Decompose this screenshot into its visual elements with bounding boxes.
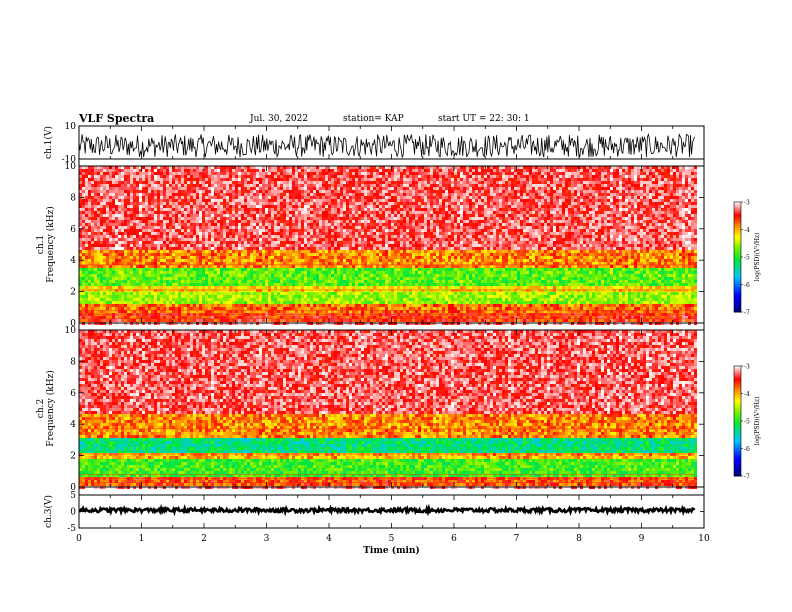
spectrogram-cells xyxy=(79,330,697,489)
y-tick-label: 10 xyxy=(65,162,77,172)
vlf-spectra-figure: VLF Spectra Jul. 30, 2022 station= KAP s… xyxy=(0,0,792,612)
y-tick-label: 8 xyxy=(70,193,76,203)
colorbar-tick-label: -7 xyxy=(744,310,750,317)
x-tick-label: 4 xyxy=(326,534,332,544)
colorbar-tick-label: -5 xyxy=(744,255,750,262)
y-tick-label: 10 xyxy=(65,122,77,132)
x-tick-label: 2 xyxy=(201,534,207,544)
y-tick-label: 8 xyxy=(70,357,76,367)
colorbar-tick-label: -6 xyxy=(744,446,750,453)
trace-line-ch1 xyxy=(79,134,695,157)
x-axis-label: Time (min) xyxy=(363,545,420,556)
y-tick-label: 6 xyxy=(70,389,76,399)
y-tick-label: 0 xyxy=(70,508,76,518)
plot-area: 10-10ch.1(V)0246810ch.1 Frequency (kHz)-3… xyxy=(0,0,792,612)
colorbar xyxy=(734,202,741,313)
y-axis-label-frequency: Frequency (kHz) xyxy=(45,206,56,283)
x-tick-label: 8 xyxy=(576,534,582,544)
colorbar-tick-label: -3 xyxy=(744,200,750,207)
x-tick-label: 0 xyxy=(76,534,82,544)
x-tick-label: 3 xyxy=(264,534,270,544)
trace-line-ch3 xyxy=(79,508,695,512)
colorbar xyxy=(734,366,741,477)
y-axis-label-channel: ch.2 xyxy=(36,399,46,418)
x-tick-label: 10 xyxy=(698,534,710,544)
y-axis-label: ch.1(V) xyxy=(43,126,54,159)
y-tick-label: 2 xyxy=(70,452,76,462)
colorbar-label: log(PSD)(V²/Hz) xyxy=(754,233,761,282)
y-tick-label: 10 xyxy=(65,326,77,336)
y-tick-label: -5 xyxy=(67,524,76,534)
colorbar-tick-label: -3 xyxy=(744,364,750,371)
colorbar-tick-label: -4 xyxy=(744,391,750,398)
x-tick-label: 9 xyxy=(639,534,645,544)
y-axis-label-frequency: Frequency (kHz) xyxy=(45,370,56,447)
x-tick-label: 7 xyxy=(514,534,520,544)
x-tick-label: 5 xyxy=(389,534,395,544)
y-tick-label: 4 xyxy=(70,256,76,266)
y-tick-label: 5 xyxy=(70,491,76,501)
colorbar-tick-label: -7 xyxy=(744,474,750,481)
y-tick-label: 4 xyxy=(70,420,76,430)
x-tick-label: 6 xyxy=(451,534,457,544)
x-tick-label: 1 xyxy=(139,534,145,544)
colorbar-label: log(PSD)(V²/Hz) xyxy=(754,397,761,446)
spectrogram-cells xyxy=(79,166,697,325)
colorbar-tick-label: -4 xyxy=(744,227,750,234)
colorbar-tick-label: -6 xyxy=(744,282,750,289)
y-axis-label-channel: ch.1 xyxy=(36,235,46,254)
y-tick-label: 2 xyxy=(70,288,76,298)
y-tick-label: 6 xyxy=(70,225,76,235)
colorbar-tick-label: -5 xyxy=(744,419,750,426)
y-axis-label: ch.3(V) xyxy=(43,495,54,528)
